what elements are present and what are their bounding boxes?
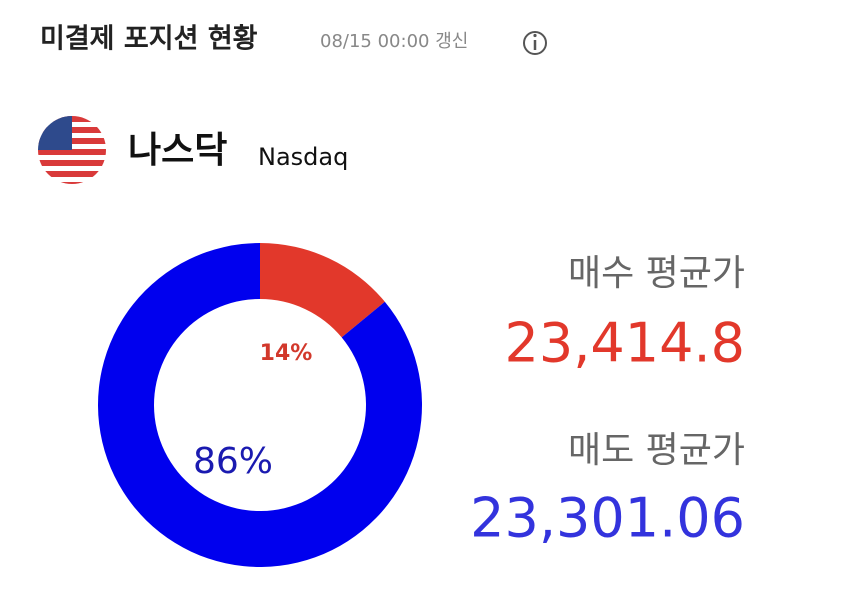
market-name: 나스닥 [128,130,227,171]
market-name-en: Nasdaq [258,143,348,171]
slice-label: 14% [260,341,313,366]
buy-price: 23,414.8 [505,312,745,375]
sell-price: 23,301.06 [470,487,745,550]
donut-chart: 14% 86% [97,243,422,567]
updated-time: 08/15 00:00 갱신 [320,31,468,52]
buy-label: 매수 평균가 [568,253,745,294]
title: 미결제 포지션 현황 [40,24,258,55]
donut-slice [260,243,385,338]
donut-slice [97,243,422,567]
sell-label: 매도 평균가 [568,430,745,471]
info-icon[interactable] [523,31,547,55]
slice-label: 86% [193,441,273,482]
